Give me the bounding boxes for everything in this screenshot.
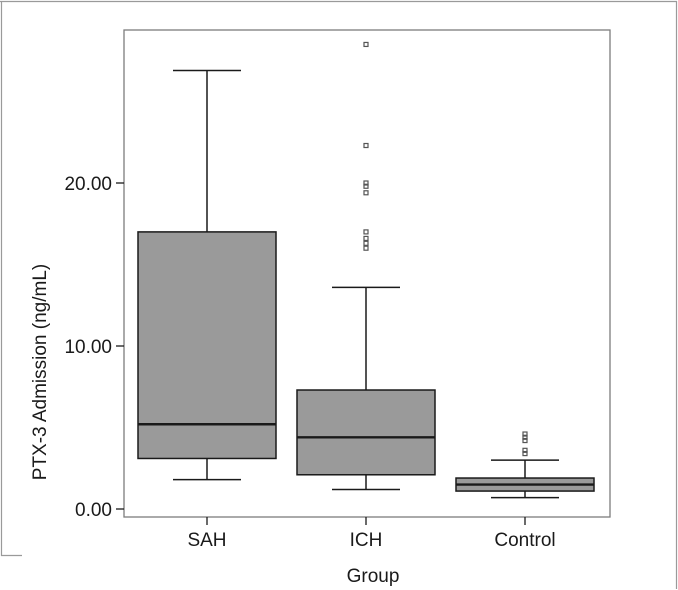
y-axis-title: PTX-3 Admission (ng/mL)	[30, 264, 51, 480]
x-tick-label-control: Control	[494, 530, 555, 551]
x-tick-label-ich: ICH	[350, 530, 383, 551]
x-axis-title: Group	[347, 566, 400, 587]
outlier-point-control-4	[522, 431, 528, 437]
outlier-point-ich-1	[363, 240, 369, 246]
x-axis: SAH ICH Control	[187, 517, 556, 551]
y-tick-label-2: 20.00	[64, 174, 112, 195]
y-tick-label-0: 0.00	[75, 500, 112, 521]
x-tick-label-sah: SAH	[187, 530, 226, 551]
y-tick-label-1: 10.00	[64, 337, 112, 358]
outlier-point-ich-7	[363, 142, 369, 149]
outlier-point-ich-5	[363, 183, 369, 189]
box-body-sah	[137, 231, 277, 460]
box-body-ich	[296, 389, 436, 476]
outlier-point-ich-2	[363, 235, 369, 242]
outlier-point-ich-8	[363, 41, 369, 48]
outlier-point-ich-3	[363, 229, 369, 235]
outlier-point-control-0	[522, 450, 528, 457]
plot-area-frame	[123, 29, 611, 518]
box-group-sah	[137, 69, 277, 481]
box-group-control	[455, 431, 595, 499]
y-axis: 0.00 10.00 20.00	[64, 174, 124, 521]
outlier-point-control-2	[522, 437, 528, 444]
outlier-point-control-3	[522, 434, 528, 440]
box-group-ich	[296, 41, 436, 491]
outlier-point-control-1	[522, 447, 528, 453]
outlier-point-ich-4	[363, 190, 369, 196]
outlier-point-ich-6	[363, 180, 369, 186]
boxes-layer	[137, 41, 595, 499]
outlier-point-ich-0	[363, 245, 369, 251]
